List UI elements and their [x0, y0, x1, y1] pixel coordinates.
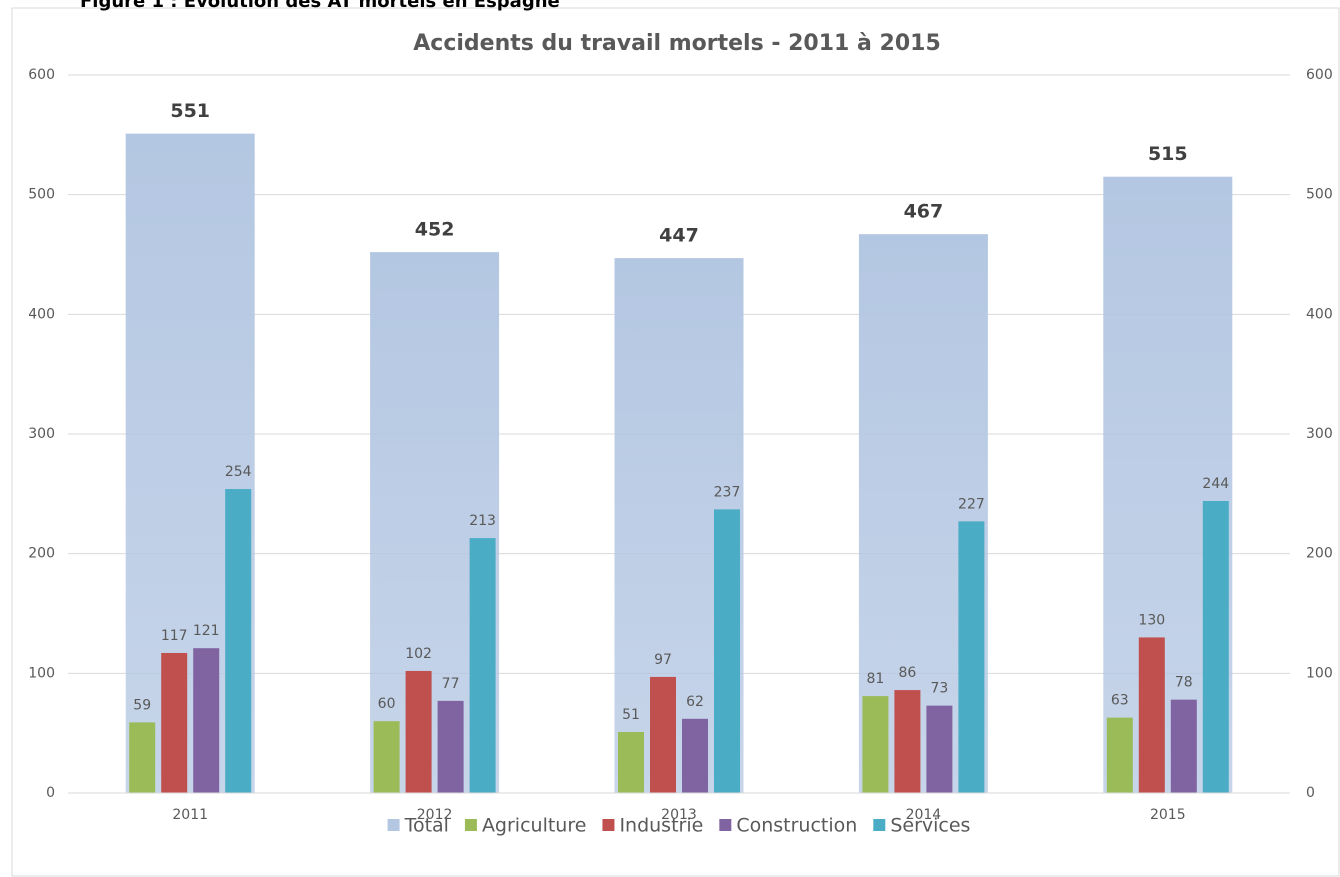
bar [958, 521, 985, 793]
x-tick-label: 2011 [172, 807, 208, 823]
bar [926, 705, 953, 793]
legend-label: Industrie [619, 815, 703, 837]
value-label: 78 [1175, 675, 1193, 691]
total-label: 452 [415, 219, 455, 241]
value-label: 237 [714, 484, 741, 500]
value-label: 86 [898, 665, 916, 681]
bar [1106, 717, 1133, 793]
y2-tick-label: 100 [1306, 665, 1333, 681]
value-label: 62 [686, 694, 704, 710]
bar [469, 538, 496, 793]
total-label: 447 [659, 225, 699, 247]
total-label: 551 [170, 100, 210, 122]
legend-label: Total [404, 815, 449, 837]
y2-tick-label: 0 [1306, 785, 1315, 801]
value-label: 51 [622, 707, 640, 723]
bar [1170, 699, 1197, 793]
y-tick-label: 300 [28, 426, 55, 442]
bar [714, 509, 740, 793]
x-tick-label: 2013 [661, 807, 697, 823]
value-label: 117 [161, 628, 188, 644]
figure-heading: Figure 1 : Évolution des AT mortels en E… [80, 0, 560, 12]
bar [437, 700, 464, 793]
legend-label: Services [890, 815, 970, 837]
value-label: 60 [378, 696, 396, 712]
y2-tick-label: 600 [1306, 67, 1333, 83]
y-tick-label: 600 [28, 67, 55, 83]
bar [1202, 501, 1229, 793]
bar [1138, 637, 1165, 793]
chart-title: Accidents du travail mortels - 2011 à 20… [413, 31, 941, 56]
bar [682, 718, 708, 793]
y2-tick-label: 300 [1306, 426, 1333, 442]
value-label: 59 [133, 697, 151, 713]
x-tick-label: 2015 [1150, 807, 1186, 823]
value-label: 81 [866, 671, 884, 687]
legend-swatch [873, 819, 886, 831]
legend-swatch [719, 819, 732, 831]
bar [894, 690, 921, 793]
legend-label: Construction [736, 815, 857, 837]
legend-swatch [464, 819, 477, 831]
value-label: 102 [405, 646, 432, 662]
value-label: 130 [1138, 612, 1165, 628]
x-tick-label: 2012 [417, 807, 453, 823]
bar [650, 676, 676, 793]
x-tick-label: 2014 [906, 807, 942, 823]
value-label: 97 [654, 652, 672, 668]
y-tick-label: 400 [28, 306, 55, 322]
bar [373, 721, 400, 793]
bar [618, 731, 644, 793]
y-tick-label: 0 [46, 785, 55, 801]
y-tick-label: 500 [28, 187, 55, 203]
y2-tick-label: 500 [1306, 187, 1333, 203]
legend-label: Agriculture [482, 815, 587, 837]
value-label: 254 [225, 464, 252, 480]
value-label: 244 [1202, 476, 1229, 492]
y-tick-label: 100 [28, 665, 55, 681]
bar [862, 696, 889, 793]
value-label: 73 [930, 681, 948, 697]
bar [161, 652, 188, 793]
legend-swatch [602, 819, 615, 831]
bar [405, 670, 432, 793]
value-label: 213 [469, 513, 496, 529]
bar [129, 722, 156, 793]
value-label: 63 [1111, 693, 1129, 709]
value-label: 121 [193, 623, 220, 639]
y-tick-label: 200 [28, 546, 55, 562]
total-label: 467 [904, 201, 944, 223]
legend-swatch [387, 819, 400, 831]
y2-tick-label: 200 [1306, 546, 1333, 562]
bar [193, 648, 220, 793]
value-label: 77 [442, 676, 460, 692]
total-label: 515 [1148, 143, 1188, 165]
bar [225, 489, 252, 793]
value-label: 227 [958, 496, 985, 512]
y2-tick-label: 400 [1306, 306, 1333, 322]
